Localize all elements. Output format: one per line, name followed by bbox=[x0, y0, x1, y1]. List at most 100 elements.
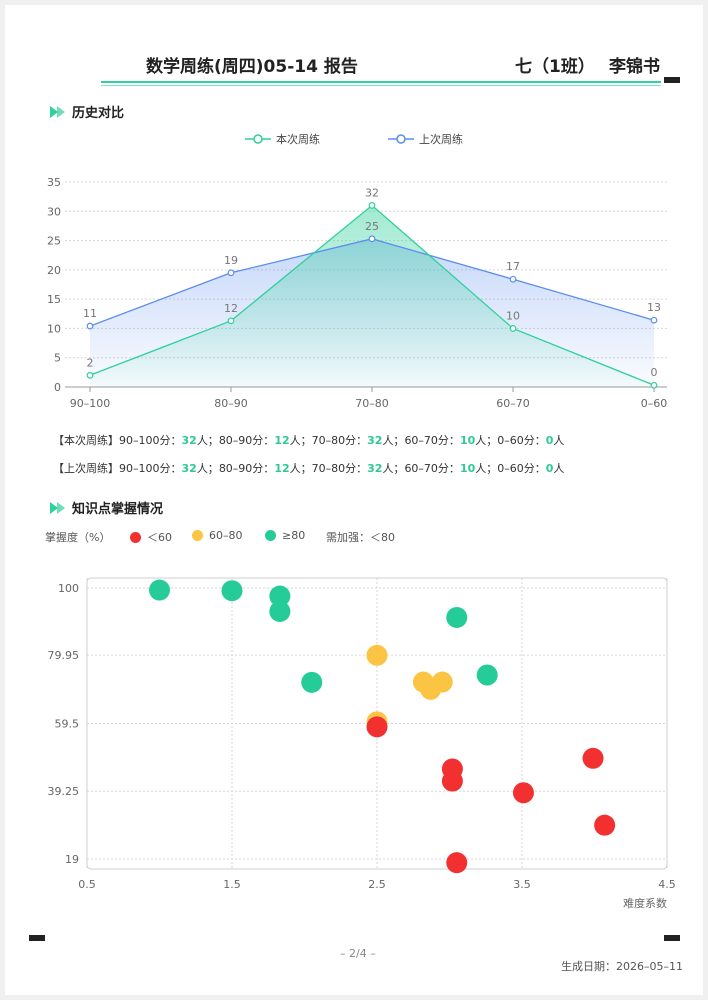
summary-count: 32 bbox=[367, 434, 383, 447]
y-tick-label: 39.25 bbox=[48, 785, 80, 798]
legend-current[interactable]: 本次周练 bbox=[245, 131, 320, 147]
x-tick-label: 3.5 bbox=[513, 878, 531, 891]
scatter-point-mid bbox=[420, 678, 442, 700]
y-tick-label: 100 bbox=[58, 582, 79, 595]
scatter-point-low bbox=[582, 747, 604, 769]
y-tick-label: 5 bbox=[54, 352, 61, 365]
x-tick-label: 70–80 bbox=[355, 397, 389, 410]
mastery-legend-label: 掌握度（%） bbox=[45, 531, 111, 544]
data-label: 19 bbox=[224, 254, 238, 267]
y-tick-label: 19 bbox=[65, 853, 79, 866]
section-knowledge: 知识点掌握情况 bbox=[50, 498, 163, 517]
summary-count: 0 bbox=[545, 462, 554, 475]
y-tick-label: 10 bbox=[47, 322, 61, 335]
data-point bbox=[86, 371, 94, 379]
summary-range: 60–70分： bbox=[404, 434, 460, 447]
scatter-point-high bbox=[301, 671, 323, 693]
y-tick-label: 0 bbox=[54, 381, 61, 394]
data-point bbox=[509, 275, 517, 283]
x-tick-label: 4.5 bbox=[658, 878, 676, 891]
x-tick-label: 0–60 bbox=[641, 397, 668, 410]
scatter-point-low bbox=[512, 782, 534, 804]
section-history: 历史对比 bbox=[50, 102, 124, 121]
data-label: 11 bbox=[83, 307, 97, 320]
scatter-point-high bbox=[269, 585, 291, 607]
legend-previous-icon bbox=[388, 134, 414, 144]
summary-range: 60–70分： bbox=[404, 462, 460, 475]
y-tick-label: 79.95 bbox=[48, 649, 80, 662]
scatter-point-low bbox=[594, 814, 616, 836]
x-tick-label: 90–100 bbox=[70, 397, 111, 410]
data-point bbox=[227, 269, 235, 277]
legend-low-label: ＜60 bbox=[147, 531, 172, 544]
summary-unit: 人； bbox=[382, 462, 405, 475]
legend-mid-label: 60–80 bbox=[209, 529, 243, 542]
data-label: 13 bbox=[647, 301, 661, 314]
scatter-point-high bbox=[269, 600, 291, 622]
legend-mid[interactable]: 60–80 bbox=[192, 529, 243, 542]
summary-unit: 人； bbox=[289, 434, 312, 447]
corner-mark-top bbox=[664, 77, 680, 83]
data-point bbox=[227, 317, 235, 325]
legend-high-label: ≥80 bbox=[282, 529, 306, 542]
y-tick-label: 15 bbox=[47, 293, 61, 306]
summary-unit: 人； bbox=[475, 434, 498, 447]
section-history-title: 历史对比 bbox=[72, 106, 125, 121]
summary-range: 0–60分： bbox=[497, 434, 546, 447]
summary-count: 10 bbox=[459, 434, 476, 447]
summary-range: 90–100分： bbox=[119, 462, 182, 475]
x-tick-label: 0.5 bbox=[78, 878, 96, 891]
y-tick-label: 30 bbox=[47, 205, 61, 218]
x-tick-label: 60–70 bbox=[496, 397, 530, 410]
x-axis-label: 难度系数 bbox=[623, 896, 667, 910]
summary-current-prefix: 【本次周练】 bbox=[53, 434, 119, 447]
y-tick-label: 35 bbox=[47, 176, 61, 189]
corner-mark-bottom-right bbox=[664, 935, 680, 941]
data-label: 12 bbox=[224, 302, 238, 315]
summary-count: 10 bbox=[459, 462, 476, 475]
data-point bbox=[509, 325, 517, 332]
class-name: 七（1班） bbox=[515, 57, 595, 77]
green-dot-icon bbox=[265, 530, 276, 541]
scatter-point-high bbox=[476, 664, 498, 686]
legend-previous-label: 上次周练 bbox=[419, 133, 463, 146]
x-tick-label: 2.5 bbox=[368, 878, 386, 891]
data-point bbox=[368, 202, 376, 209]
current-area bbox=[90, 205, 654, 387]
student-name: 李锦书 bbox=[609, 57, 660, 77]
legend-current-icon bbox=[245, 134, 271, 144]
summary-range: 70–80分： bbox=[311, 434, 368, 447]
legend-low[interactable]: ＜60 bbox=[130, 529, 172, 545]
summary-range: 80–90分： bbox=[218, 434, 275, 447]
summary-range: 90–100分： bbox=[119, 434, 182, 447]
data-label: 0 bbox=[651, 366, 658, 379]
summary-count: 32 bbox=[181, 462, 197, 475]
corner-mark-bottom-left bbox=[29, 935, 45, 941]
summary-unit: 人； bbox=[382, 434, 405, 447]
summary-previous: 【上次周练】90–100分：32人；80–90分：12人；70–80分：32人；… bbox=[53, 460, 564, 476]
history-area-chart: 0 5 10 15 20 25 30 35 90–100 80–90 70–80 60–70 0–60 1… bbox=[47, 176, 668, 410]
generated-date: 生成日期：2026–05–11 bbox=[561, 960, 683, 973]
summary-unit: 人； bbox=[196, 434, 219, 447]
legend-high[interactable]: ≥80 bbox=[265, 529, 305, 542]
y-tick-label: 20 bbox=[47, 264, 61, 277]
summary-unit: 人； bbox=[475, 462, 498, 475]
y-tick-label: 25 bbox=[47, 235, 61, 248]
scatter-point-low bbox=[366, 716, 388, 738]
page-number: – 2/4 – bbox=[340, 947, 376, 960]
data-point bbox=[650, 316, 658, 324]
summary-count: 12 bbox=[274, 462, 290, 475]
summary-unit: 人； bbox=[289, 462, 312, 475]
knowledge-scatter-chart: 19 39.25 59.5 79.95 100 0.5 1.5 2.5 3.5 4.5 难度系数 bbox=[48, 577, 676, 910]
data-label: 25 bbox=[365, 220, 379, 233]
report-title: 数学周练(周四)05-14 报告 bbox=[146, 57, 358, 77]
scatter-point-mid bbox=[366, 644, 388, 666]
x-tick-label: 80–90 bbox=[214, 397, 248, 410]
report-page: 数学周练(周四)05-14 报告 七（1班） 李锦书 历史对比 本次周练 上次周… bbox=[5, 5, 703, 995]
x-tick-label: 1.5 bbox=[223, 878, 241, 891]
legend-previous[interactable]: 上次周练 bbox=[388, 131, 463, 147]
scatter-point-low bbox=[446, 852, 468, 874]
summary-current: 【本次周练】90–100分：32人；80–90分：12人；70–80分：32人；… bbox=[53, 432, 564, 448]
red-dot-icon bbox=[130, 531, 141, 543]
legend-current-label: 本次周练 bbox=[276, 133, 320, 146]
